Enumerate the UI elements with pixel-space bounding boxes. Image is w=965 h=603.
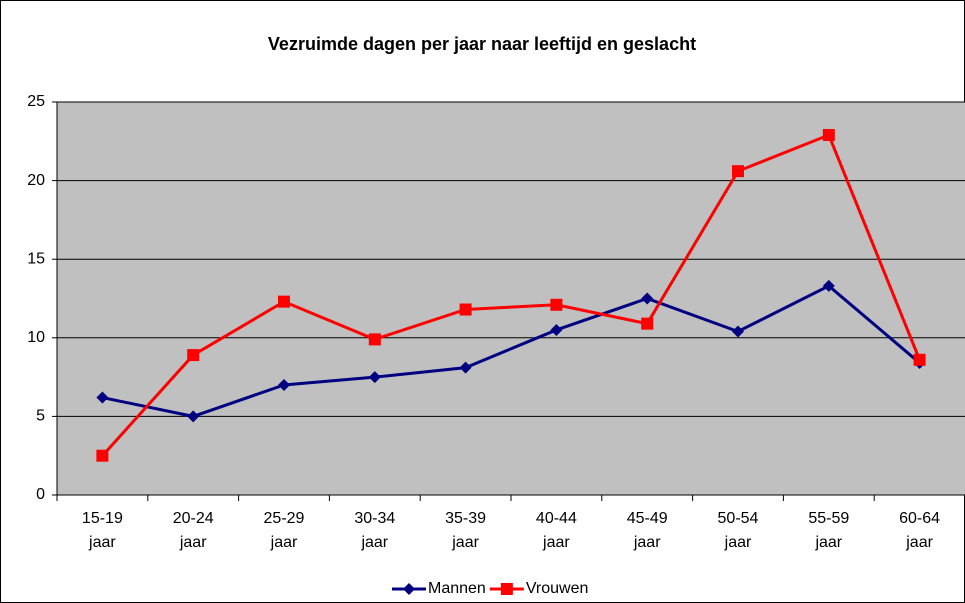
point	[550, 323, 563, 336]
point	[459, 303, 472, 316]
plot-area	[57, 102, 965, 495]
x-tick-label: 35-39 jaar	[445, 510, 487, 551]
x-tick-label: 40-44 jaar	[535, 510, 577, 551]
point	[278, 378, 290, 391]
x-tick-label: 25-29 jaar	[263, 510, 305, 551]
x-tick-label: 30-34 jaar	[354, 510, 396, 551]
point	[913, 353, 926, 366]
point	[641, 317, 654, 330]
point	[822, 279, 835, 292]
point	[459, 361, 472, 374]
point	[368, 371, 381, 384]
point	[550, 298, 563, 311]
legend-label: Vrouwen	[526, 580, 589, 597]
point	[96, 449, 109, 462]
y-tick-label: 15	[27, 250, 45, 267]
series-line	[102, 284, 921, 418]
x-tick-label: 55-59 jaar	[808, 510, 850, 551]
y-tick-label: 20	[27, 172, 45, 189]
point	[187, 349, 200, 362]
point	[732, 325, 744, 338]
legend-label: Mannen	[428, 580, 486, 597]
x-tick-label: 20-24 jaar	[172, 510, 214, 551]
x-tick-label: 45-49 jaar	[626, 510, 668, 551]
point	[187, 410, 200, 423]
series-line	[101, 133, 921, 457]
x-tick-label: 15-19 jaar	[81, 510, 123, 551]
point	[822, 129, 835, 142]
y-tick-label: 0	[36, 486, 45, 503]
x-tick-label: 60-64 jaar	[899, 510, 941, 551]
y-tick-label: 10	[27, 329, 45, 346]
legend-marker	[403, 583, 415, 595]
point	[278, 295, 290, 308]
legend-marker	[500, 583, 513, 595]
y-tick-label: 5	[36, 408, 45, 425]
point	[96, 391, 109, 404]
chart-title: Vezruimde dagen per jaar naar leeftijd e…	[268, 34, 696, 54]
point	[641, 292, 654, 305]
y-tick-label: 25	[27, 93, 45, 110]
point	[368, 333, 381, 346]
point	[732, 165, 744, 178]
x-tick-label: 50-54 jaar	[717, 510, 759, 551]
